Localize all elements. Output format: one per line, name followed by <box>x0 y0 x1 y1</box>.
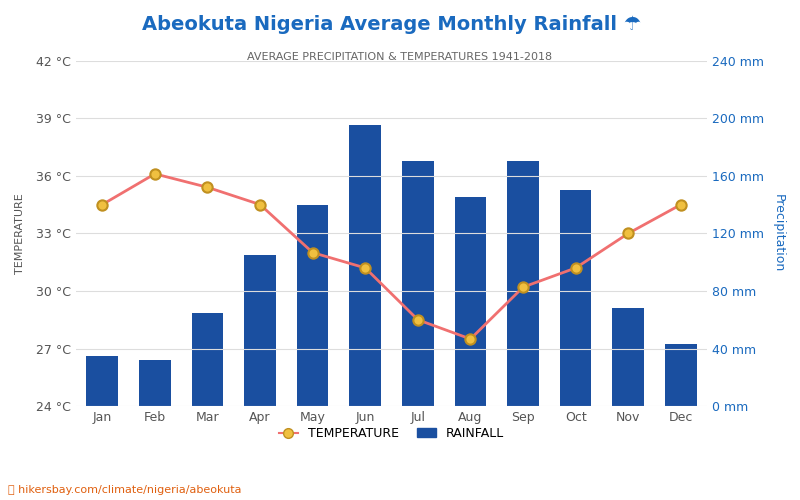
Point <box>464 335 477 343</box>
Bar <box>297 204 329 406</box>
Bar <box>86 356 118 406</box>
Bar <box>192 312 223 406</box>
Point <box>570 264 582 272</box>
Bar <box>507 162 539 406</box>
Y-axis label: TEMPERATURE: TEMPERATURE <box>15 193 25 274</box>
Bar <box>350 126 381 406</box>
Title: Abeokuta Nigeria Average Monthly Rainfall ☂: Abeokuta Nigeria Average Monthly Rainfal… <box>142 15 642 34</box>
Point <box>254 200 266 208</box>
Point <box>149 170 162 178</box>
Text: 📍 hikersbay.com/climate/nigeria/abeokuta: 📍 hikersbay.com/climate/nigeria/abeokuta <box>8 485 242 495</box>
Bar <box>560 190 591 406</box>
Point <box>96 200 109 208</box>
Point <box>411 316 424 324</box>
Point <box>201 184 214 192</box>
Legend: TEMPERATURE, RAINFALL: TEMPERATURE, RAINFALL <box>274 422 510 445</box>
Bar <box>402 162 434 406</box>
Text: AVERAGE PRECIPITATION & TEMPERATURES 1941-2018: AVERAGE PRECIPITATION & TEMPERATURES 194… <box>247 52 553 62</box>
Point <box>674 200 687 208</box>
Point <box>517 283 530 291</box>
Bar <box>139 360 170 406</box>
Bar <box>244 255 276 406</box>
Bar <box>613 308 644 406</box>
Point <box>306 248 319 256</box>
Point <box>622 230 634 237</box>
Y-axis label: Precipitation: Precipitation <box>772 194 785 272</box>
Point <box>359 264 372 272</box>
Bar <box>665 344 697 406</box>
Bar <box>454 198 486 406</box>
